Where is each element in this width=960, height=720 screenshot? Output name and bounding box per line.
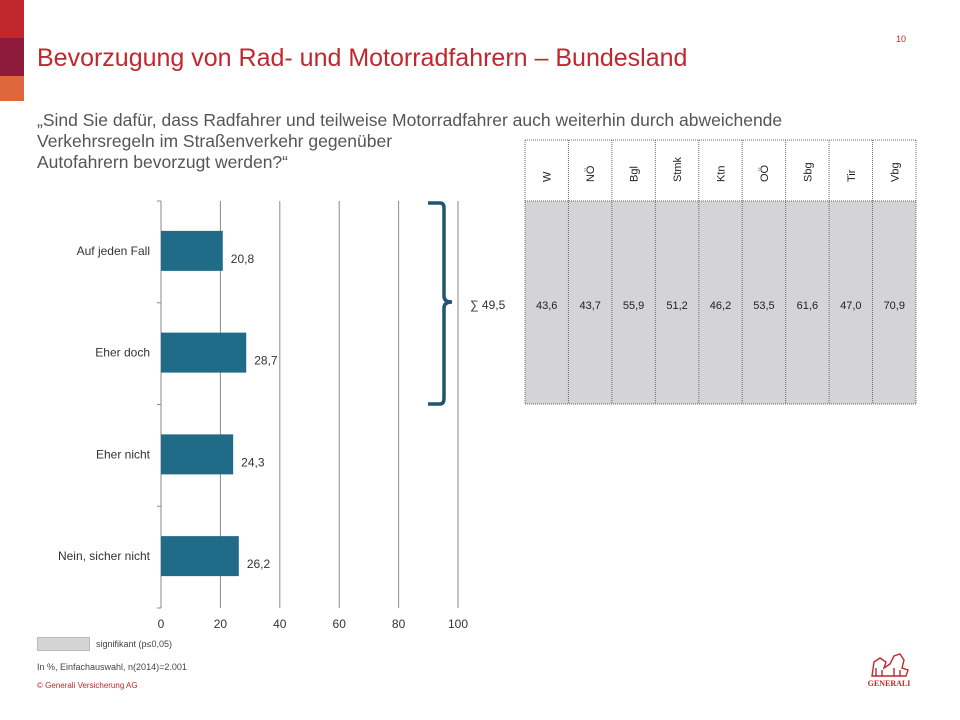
table-value: 55,9 — [623, 300, 644, 312]
question-line-2: Verkehrsregeln im Straßenverkehr gegenüb… — [37, 131, 393, 151]
table-value: 47,0 — [840, 300, 861, 312]
category-label: Nein, sicher nicht — [58, 549, 151, 563]
table-value: 43,6 — [536, 300, 557, 312]
bar — [161, 536, 239, 577]
table-column-header: Ktn — [716, 165, 728, 182]
table-value: 70,9 — [884, 300, 905, 312]
accent-block-bottom — [0, 76, 24, 101]
table-cell-fill — [785, 201, 830, 404]
legend-swatch — [37, 637, 90, 651]
bar — [161, 332, 247, 373]
data-label: 24,3 — [241, 455, 265, 469]
table-cell-fill — [611, 201, 656, 404]
table-column-header: Sbg — [802, 162, 814, 182]
generali-logo: GENERALI — [868, 653, 911, 688]
x-tick-label: 40 — [273, 617, 287, 631]
question-line-3: Autofahrern bevorzugt werden?“ — [37, 152, 288, 172]
lion-icon — [871, 653, 909, 677]
table-cell-fill — [829, 201, 873, 404]
page-number: 10 — [896, 34, 907, 44]
table-cell-fill — [698, 201, 743, 404]
survey-question: „Sind Sie dafür, dass Radfahrer und teil… — [37, 110, 782, 173]
category-label: Eher nicht — [96, 447, 151, 461]
table-column-header: Tir — [846, 169, 858, 182]
logo-text: GENERALI — [868, 679, 911, 688]
x-tick-label: 20 — [214, 617, 228, 631]
bar — [161, 434, 234, 475]
x-tick-label: 100 — [448, 617, 468, 631]
category-label: Auf jeden Fall — [77, 244, 150, 258]
legend-label: signifikant (p≤0,05) — [96, 639, 172, 649]
table-column-header: Vbg — [889, 162, 901, 182]
x-tick-label: 80 — [392, 617, 406, 631]
table-column-header: NÖ — [585, 165, 597, 182]
data-label: 26,2 — [247, 557, 271, 571]
table-value: 51,2 — [666, 300, 687, 312]
accent-block-top — [0, 0, 24, 38]
bar — [161, 230, 223, 271]
table-value: 46,2 — [710, 300, 731, 312]
table-cell-fill — [655, 201, 699, 404]
region-table: W 43,6 NÖ 43,7 Bgl 55,9 Stmk 51,2 Ktn 46,2 OÖ 53,5 S… — [524, 139, 917, 405]
question-line-1: „Sind Sie dafür, dass Radfahrer und teil… — [37, 110, 783, 130]
table-cell-fill — [872, 201, 916, 404]
copyright: © Generali Versicherung AG — [37, 681, 138, 690]
data-label: 20,8 — [231, 252, 255, 266]
table-value: 43,7 — [579, 300, 600, 312]
table-value: 53,5 — [753, 300, 774, 312]
bar-chart: Auf jeden Fall 20,8 Eher doch 28,7 Eher nich… — [58, 200, 468, 631]
x-tick-label: 0 — [158, 617, 165, 631]
sum-label: ∑ 49,5 — [470, 298, 506, 312]
table-column-header: Stmk — [672, 156, 684, 182]
data-label: 28,7 — [254, 354, 278, 368]
x-tick-label: 60 — [333, 617, 347, 631]
table-cell-fill — [742, 201, 786, 404]
footnote: In %, Einfachauswahl, n(2014)=2.001 — [37, 662, 187, 672]
bracket-shape — [428, 201, 453, 406]
accent-block-middle — [0, 38, 24, 76]
table-value: 61,6 — [797, 300, 818, 312]
category-label: Eher doch — [95, 346, 150, 360]
sum-bracket: ∑ 49,5 — [428, 201, 506, 406]
table-cell-fill — [568, 201, 612, 404]
table-column-header: OÖ — [759, 164, 771, 182]
table-column-header: Bgl — [629, 166, 641, 182]
table-column-header: W — [542, 171, 554, 182]
table-cell-fill — [525, 201, 569, 404]
page-title: Bevorzugung von Rad- und Motorradfahrern… — [37, 44, 688, 72]
